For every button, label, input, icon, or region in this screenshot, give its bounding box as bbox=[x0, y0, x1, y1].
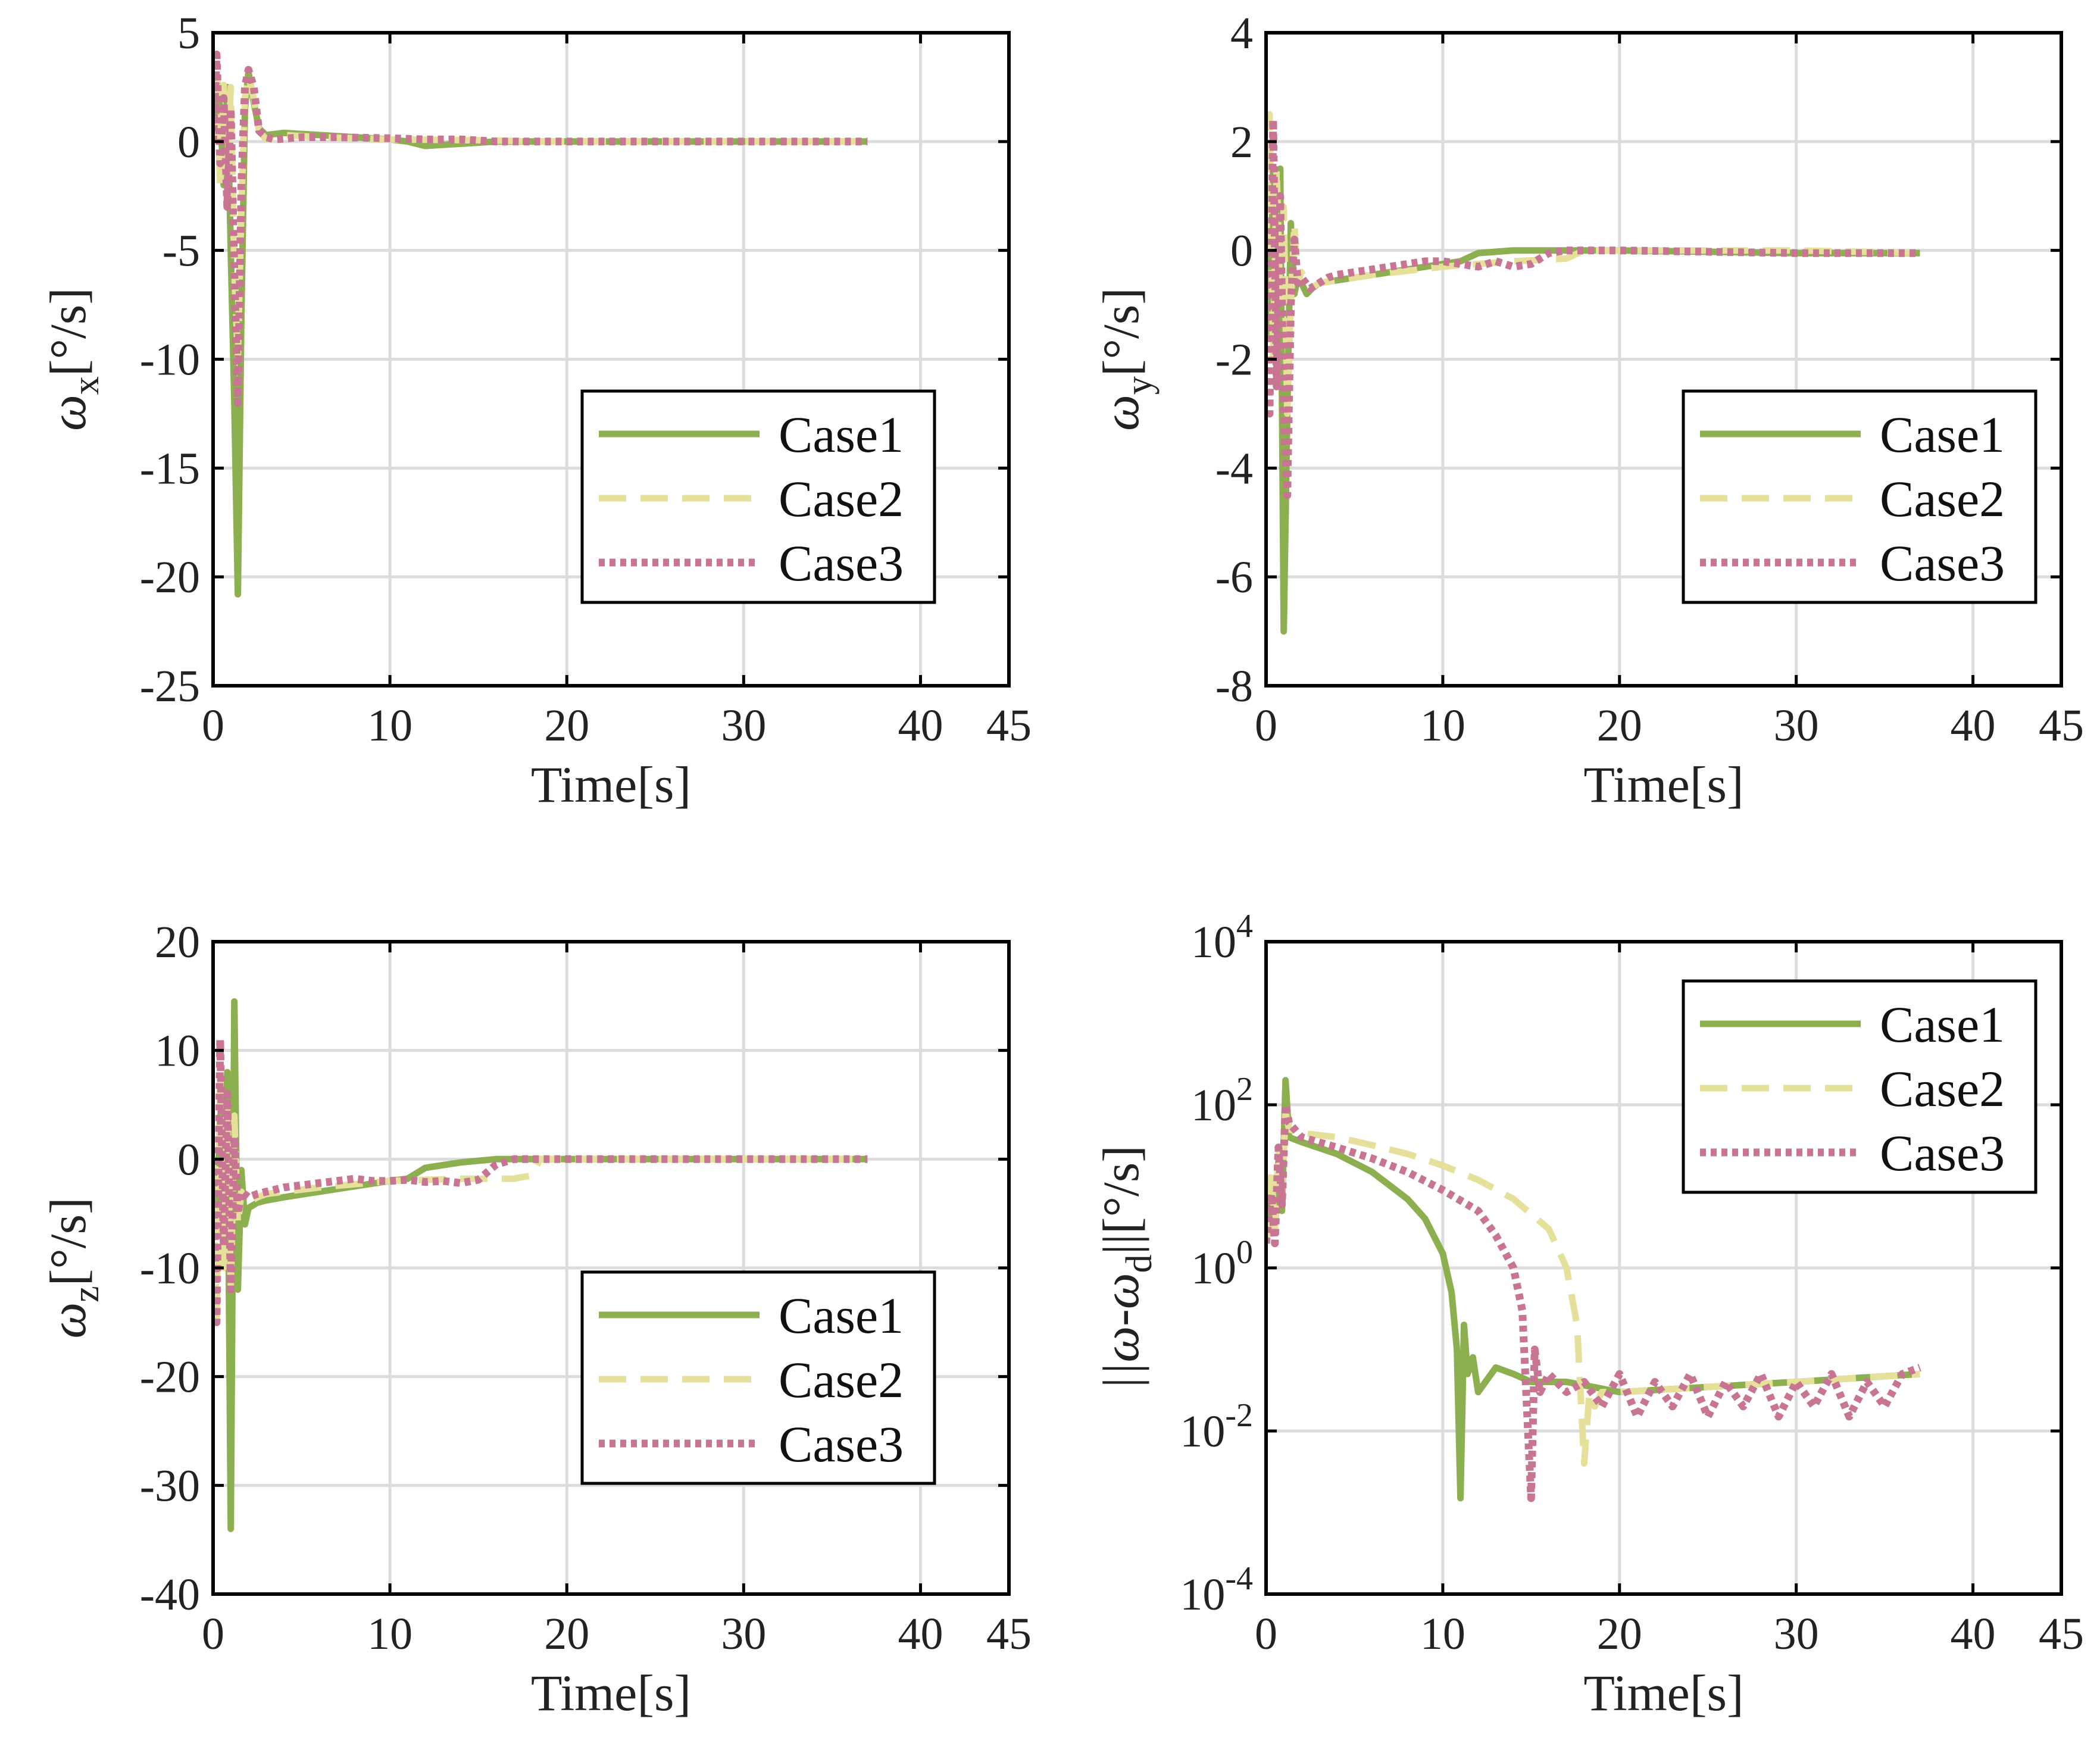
wx-legend-label-case2: Case2 bbox=[779, 470, 904, 527]
err-legend-label-case2: Case2 bbox=[1880, 1060, 2005, 1117]
wx-ylabel: ωx[°/s] bbox=[39, 288, 107, 431]
wy-xtick-label-4: 40 bbox=[1951, 701, 1996, 751]
err-xtick-label-2: 20 bbox=[1597, 1609, 1642, 1659]
wz-ytick-label-4: -20 bbox=[140, 1352, 200, 1402]
wz-ytick-label-0: 20 bbox=[155, 917, 200, 967]
wz-xtick-label-3: 30 bbox=[721, 1609, 766, 1659]
wy-ytick-label-6: -8 bbox=[1215, 661, 1253, 711]
err-xtick-label-3: 30 bbox=[1774, 1609, 1819, 1659]
wy-legend-label-case3: Case3 bbox=[1880, 535, 2005, 592]
wy-ytick-label-2: 0 bbox=[1230, 226, 1253, 276]
wy-legend-label-case1: Case1 bbox=[1880, 406, 2005, 463]
err-xtick-label-0: 0 bbox=[1255, 1609, 1277, 1659]
err-legend-label-case3: Case3 bbox=[1880, 1124, 2005, 1182]
wx-xtick-label-0: 0 bbox=[202, 701, 224, 751]
wx-series-case3 bbox=[213, 51, 868, 407]
err-ytick-label-2: 100 bbox=[1191, 1234, 1253, 1293]
wy-series-case2 bbox=[1266, 111, 1920, 417]
wz-xtick-label-1: 10 bbox=[367, 1609, 412, 1659]
wz-chart: 0 10 20 30 40 45 20 10 0 -10 -20 -30 -40 Time[s] ωz[°/… bbox=[39, 917, 1032, 1721]
wx-ytick-label-5: -20 bbox=[140, 552, 200, 602]
err-xtick-label-5: 45 bbox=[2039, 1609, 2084, 1659]
err-chart: 0 10 20 30 40 45 104 102 100 10-2 10-4 Time[s] ||ω-ω… bbox=[1092, 908, 2084, 1721]
wy-xtick-label-5: 45 bbox=[2039, 701, 2084, 751]
wy-legend-label-case2: Case2 bbox=[1880, 470, 2005, 527]
wx-ytick-label-2: -5 bbox=[162, 226, 200, 276]
wy-ytick-label-3: -2 bbox=[1215, 335, 1253, 385]
err-legend-label-case1: Case1 bbox=[1880, 996, 2005, 1053]
wx-ytick-label-4: -15 bbox=[140, 443, 200, 493]
wz-xtick-label-0: 0 bbox=[202, 1609, 224, 1659]
wx-legend-label-case3: Case3 bbox=[779, 535, 904, 592]
wx-xtick-label-5: 45 bbox=[986, 701, 1032, 751]
wy-xtick-label-3: 30 bbox=[1774, 701, 1819, 751]
wz-ylabel: ωz[°/s] bbox=[39, 1197, 107, 1338]
wz-ytick-label-6: -40 bbox=[140, 1570, 200, 1620]
wx-chart: 0 10 20 30 40 4550-5-10-15-20-25Time[s]ωx[°/s… bbox=[39, 8, 1032, 813]
wx-xtick-label-4: 40 bbox=[898, 701, 943, 751]
wz-ytick-label-3: -10 bbox=[140, 1243, 200, 1293]
wy-ytick-label-4: -4 bbox=[1215, 443, 1253, 493]
wy-chart: 0 10 20 30 40 45420-2-4-6-8Time[s]ωy[°/s]Case… bbox=[1092, 8, 2084, 813]
wy-xtick-label-2: 20 bbox=[1597, 701, 1642, 751]
err-xtick-label-1: 10 bbox=[1420, 1609, 1465, 1659]
wz-legend-label-case3: Case3 bbox=[779, 1416, 904, 1473]
wx-xtick-label-3: 30 bbox=[721, 701, 766, 751]
err-ytick-label-1: 102 bbox=[1191, 1071, 1253, 1130]
wx-xlabel: Time[s] bbox=[531, 756, 691, 813]
err-xlabel: Time[s] bbox=[1583, 1664, 1743, 1721]
err-ytick-label-0: 104 bbox=[1191, 908, 1253, 967]
wy-ytick-label-0: 4 bbox=[1230, 8, 1253, 58]
wy-ytick-label-1: 2 bbox=[1230, 117, 1253, 167]
wy-xlabel: Time[s] bbox=[1583, 756, 1743, 813]
wz-xtick-label-5: 45 bbox=[986, 1609, 1032, 1659]
wz-xtick-label-2: 20 bbox=[544, 1609, 589, 1659]
wy-series-case3 bbox=[1266, 115, 1920, 499]
wx-xtick-label-2: 20 bbox=[544, 701, 589, 751]
wy-legend: Case1 Case2 Case3 bbox=[1682, 389, 2038, 604]
wz-legend-label-case2: Case2 bbox=[779, 1351, 904, 1408]
err-xtick-label-4: 40 bbox=[1951, 1609, 1996, 1659]
wx-xtick-label-1: 10 bbox=[367, 701, 412, 751]
wx-ytick-label-1: 0 bbox=[177, 117, 200, 167]
err-legend: Case1 Case2 Case3 bbox=[1682, 979, 2038, 1194]
wx-ytick-label-0: 5 bbox=[177, 8, 200, 58]
wx-series-case2 bbox=[213, 62, 868, 363]
wz-ytick-label-5: -30 bbox=[140, 1461, 200, 1511]
wz-legend: Case1 Case2 Case3 bbox=[580, 1270, 936, 1485]
wz-legend-label-case1: Case1 bbox=[779, 1287, 904, 1344]
wx-ytick-label-3: -10 bbox=[140, 335, 200, 385]
wy-ytick-label-5: -6 bbox=[1215, 552, 1253, 602]
wz-ytick-label-1: 10 bbox=[155, 1026, 200, 1076]
wz-xtick-label-4: 40 bbox=[898, 1609, 943, 1659]
wx-legend-label-case1: Case1 bbox=[779, 406, 904, 463]
wz-ytick-label-2: 0 bbox=[177, 1135, 200, 1185]
wx-legend: Case1 Case2 Case3 bbox=[580, 389, 936, 604]
wy-xtick-label-0: 0 bbox=[1255, 701, 1277, 751]
wx-ytick-label-6: -25 bbox=[140, 661, 200, 711]
wz-series-case3 bbox=[213, 1035, 868, 1326]
err-ytick-label-3: 10-2 bbox=[1180, 1397, 1253, 1457]
wy-ylabel: ωy[°/s] bbox=[1092, 288, 1160, 431]
wy-xtick-label-1: 10 bbox=[1420, 701, 1465, 751]
err-ytick-label-4: 10-4 bbox=[1180, 1560, 1253, 1620]
err-series-case3 bbox=[1266, 1101, 1921, 1502]
err-ylabel: ||ω-ωd||[°/s] bbox=[1092, 1145, 1160, 1391]
wz-xlabel: Time[s] bbox=[531, 1664, 691, 1721]
